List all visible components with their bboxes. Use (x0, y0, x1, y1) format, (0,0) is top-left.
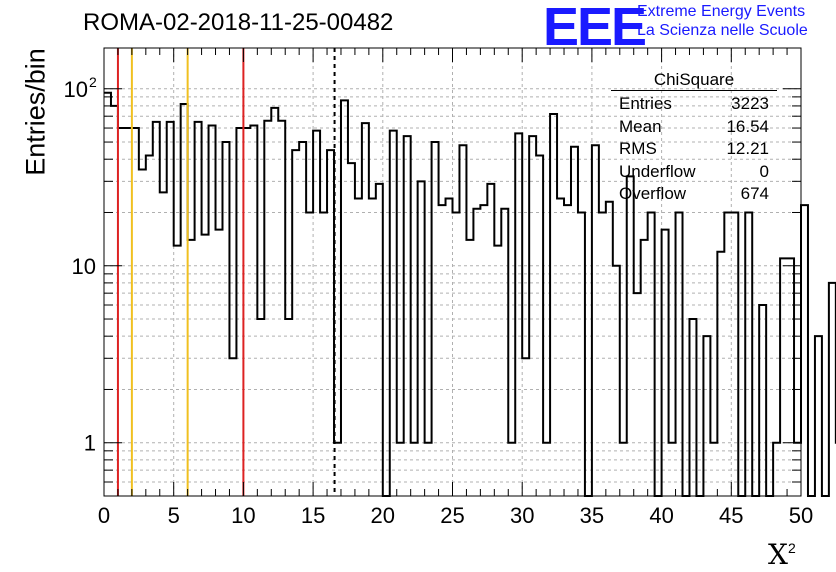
x-tick-label: 20 (371, 503, 395, 528)
stats-row-mean: Mean 16.54 (611, 116, 777, 139)
y-tick-label: 1 (84, 431, 96, 456)
stats-value: 16.54 (726, 116, 769, 136)
stats-row-rms: RMS 12.21 (611, 138, 777, 161)
y-tick-label-exponent: 2 (89, 74, 97, 90)
stats-box: ChiSquare Entries 3223 Mean 16.54 RMS 12.21… (611, 70, 777, 212)
x-tick-label: 35 (580, 503, 604, 528)
eee-logo: EEE (543, 0, 647, 57)
x-axis-label-base: X (768, 538, 788, 571)
stats-row-underflow: Underflow 0 (611, 161, 777, 184)
stats-row-overflow: Overflow 674 (611, 183, 777, 206)
chart-title: ROMA-02-2018-11-25-00482 (83, 9, 394, 36)
stats-title: ChiSquare (653, 70, 735, 89)
stats-row-entries: Entries 3223 (611, 93, 777, 116)
y-axis-label: Entries/bin (20, 48, 51, 176)
stats-label: Mean (619, 116, 662, 136)
stats-value: 3223 (731, 94, 769, 113)
stats-label: Entries (619, 94, 672, 113)
y-tick-label: 10 (72, 254, 96, 279)
x-tick-label: 10 (231, 503, 255, 528)
x-tick-label: 15 (301, 503, 325, 528)
x-tick-label: 45 (719, 503, 743, 528)
x-tick-label: 0 (98, 503, 110, 528)
logo-line-1: Extreme Energy Events (637, 3, 806, 20)
stats-divider (611, 90, 777, 91)
stats-label: Overflow (619, 184, 687, 204)
x-axis-label: X2 (768, 538, 796, 571)
stats-value: 12.21 (726, 139, 769, 159)
x-axis-label-superscript: 2 (787, 540, 796, 556)
x-tick-label: 40 (649, 503, 673, 528)
stats-value: 674 (740, 184, 769, 204)
x-tick-label: 25 (440, 503, 464, 528)
x-tick-label: 5 (168, 503, 180, 528)
stats-label: Underflow (619, 161, 696, 181)
logo-line-2: La Scienza nelle Scuole (637, 22, 808, 39)
stats-label: RMS (619, 139, 657, 159)
y-tick-label: 10 (64, 77, 88, 102)
stats-value: 0 (759, 161, 769, 181)
x-tick-label: 50 (789, 503, 813, 528)
x-tick-label: 30 (510, 503, 534, 528)
